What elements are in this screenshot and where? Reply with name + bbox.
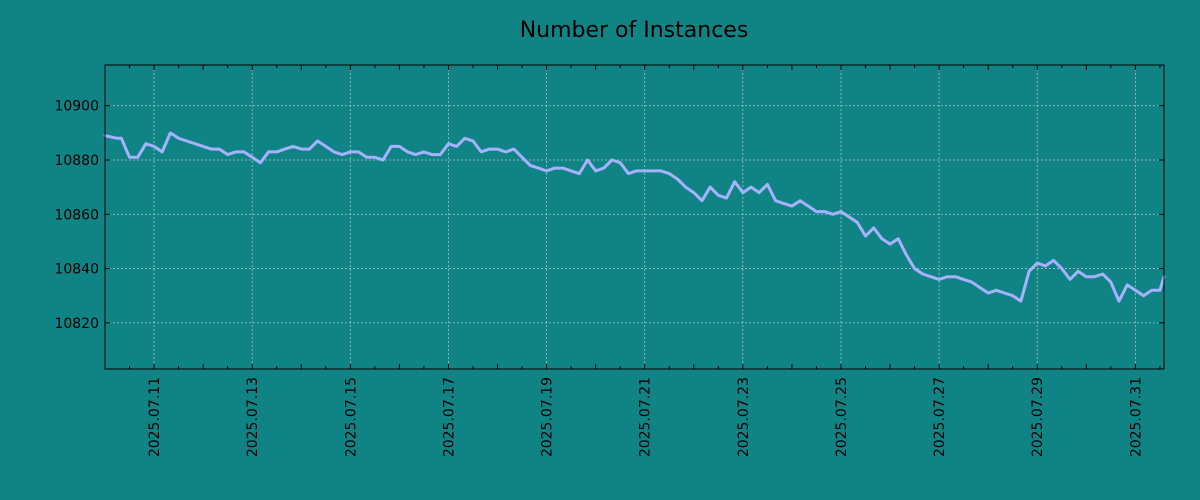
x-tick-label: 2025.07.29 [1030,377,1046,457]
x-tick-label: 2025.07.11 [147,377,163,457]
y-axis-tick-labels: 10820 10840 10860 10880 10900 [54,99,99,332]
plot-frame [104,64,1165,370]
x-tick-label: 2025.07.27 [932,377,948,457]
x-tick-label: 2025.07.13 [245,377,261,457]
x-tick-label: 2025.07.21 [638,377,654,457]
x-tick-label: 2025.07.15 [343,377,359,457]
series-line [103,131,1166,303]
x-axis-tick-labels: 2025.07.11 2025.07.13 2025.07.15 2025.07.17… [147,377,1144,457]
axis-ticks [105,65,1164,369]
y-tick-label: 10880 [54,153,99,169]
x-tick-label: 2025.07.31 [1128,377,1144,457]
y-tick-label: 10820 [54,316,99,332]
x-tick-label: 2025.07.25 [834,377,850,457]
y-tick-label: 10840 [54,262,99,278]
grid-lines [105,65,1164,369]
y-tick-label: 10860 [54,207,99,223]
x-tick-label: 2025.07.23 [736,377,752,457]
chart-title: Number of Instances [520,18,749,43]
y-tick-label: 10900 [54,99,99,115]
x-tick-label: 2025.07.17 [441,377,457,457]
x-tick-label: 2025.07.19 [540,377,556,457]
